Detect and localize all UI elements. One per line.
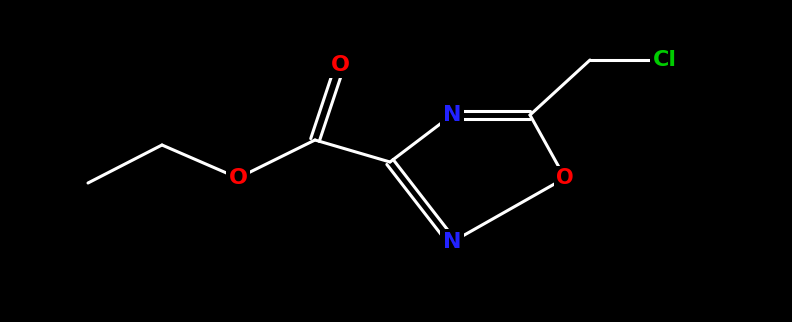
Text: O: O bbox=[330, 55, 349, 75]
Text: N: N bbox=[443, 105, 461, 125]
Text: O: O bbox=[556, 168, 574, 188]
Text: Cl: Cl bbox=[653, 50, 677, 70]
Text: O: O bbox=[229, 168, 247, 188]
Text: N: N bbox=[443, 232, 461, 252]
